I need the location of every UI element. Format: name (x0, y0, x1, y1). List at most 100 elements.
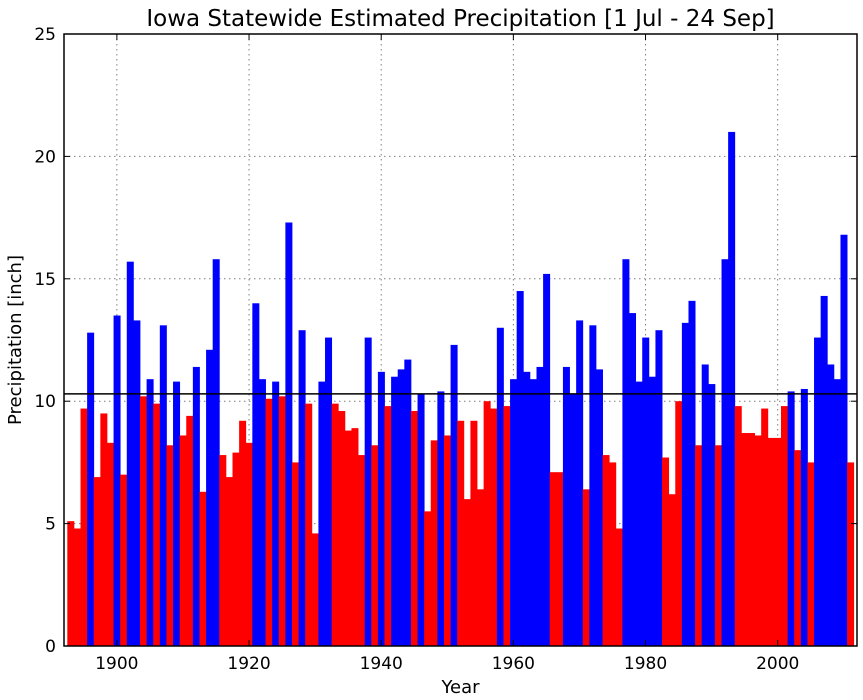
bar-2001 (781, 406, 789, 646)
plot-frame (63, 33, 858, 647)
bar-2011 (847, 462, 855, 646)
bar-1944 (404, 359, 412, 646)
bar-1897 (93, 477, 101, 646)
bar-1894 (73, 528, 81, 646)
x-tick-label: 1960 (492, 654, 535, 674)
bar-1929 (305, 403, 313, 646)
bar-1989 (701, 364, 709, 646)
bar-1946 (417, 393, 425, 646)
bar-1933 (331, 403, 339, 646)
bar-1952 (457, 420, 465, 646)
bar-1977 (622, 259, 630, 646)
bar-1960 (510, 379, 518, 646)
bar-1967 (556, 472, 564, 646)
bar-1938 (364, 337, 372, 646)
bar-1990 (708, 384, 716, 646)
bar-1903 (133, 320, 141, 646)
bar-2010 (840, 234, 848, 646)
bar-1983 (662, 457, 670, 646)
bar-1951 (450, 344, 458, 646)
bar-1954 (470, 420, 478, 646)
bar-1979 (635, 381, 643, 646)
bar-1953 (463, 499, 471, 646)
bar-1913 (199, 491, 207, 646)
bar-1931 (318, 381, 326, 646)
y-tick-label: 5 (45, 515, 56, 535)
bar-1988 (695, 445, 703, 646)
bar-2008 (827, 364, 835, 646)
bars (67, 131, 855, 647)
bar-1927 (291, 462, 299, 646)
bar-1935 (344, 430, 352, 646)
bar-1992 (721, 259, 729, 646)
bar-1916 (219, 455, 227, 646)
bar-2003 (794, 450, 802, 646)
bar-1912 (192, 366, 200, 646)
bar-1926 (285, 222, 293, 646)
bar-1957 (490, 408, 498, 646)
bar-1956 (483, 401, 491, 646)
bar-1924 (272, 381, 280, 646)
bar-1968 (562, 366, 570, 646)
bar-1939 (371, 445, 379, 646)
bar-1914 (206, 349, 214, 646)
bar-1906 (153, 403, 161, 646)
bar-1963 (529, 379, 537, 646)
bar-1905 (146, 379, 154, 646)
bar-1966 (549, 472, 557, 646)
bar-1930 (311, 533, 319, 646)
bar-1982 (655, 330, 663, 646)
bar-2000 (774, 437, 782, 646)
bar-1949 (437, 391, 445, 646)
bar-1970 (576, 320, 584, 646)
bar-1975 (609, 462, 617, 646)
y-axis-label: Precipitation [inch] (5, 255, 26, 425)
bar-1917 (225, 477, 233, 646)
bar-1997 (754, 435, 762, 646)
bar-1928 (298, 330, 306, 646)
bar-1999 (767, 437, 775, 646)
y-tick-label: 20 (34, 147, 56, 167)
bar-1915 (212, 259, 220, 646)
bar-1980 (642, 337, 650, 646)
bar-1940 (377, 371, 385, 646)
x-tick-label: 1980 (624, 654, 667, 674)
y-tick-label: 15 (34, 270, 56, 290)
bar-1959 (503, 406, 511, 646)
bar-1898 (100, 413, 108, 646)
bar-1900 (113, 315, 121, 646)
bar-1942 (391, 376, 399, 646)
bar-1993 (728, 131, 736, 647)
bar-1918 (232, 452, 240, 646)
ticks: 1900 1920 1940 1960 1980 2000 0 5 10 15 20 25 (34, 25, 857, 674)
bar-1907 (159, 325, 167, 646)
bar-2002 (787, 391, 795, 646)
bar-1919 (239, 420, 247, 646)
bar-1955 (477, 489, 485, 646)
y-tick-label: 0 (45, 637, 56, 657)
bar-1923 (265, 398, 273, 646)
bar-1991 (714, 445, 722, 646)
bar-1895 (80, 408, 88, 646)
bar-1932 (325, 337, 333, 646)
bar-1950 (443, 435, 451, 646)
bar-1899 (106, 442, 114, 646)
x-axis-label: Year (440, 677, 480, 698)
x-tick-label: 1900 (95, 654, 138, 674)
bar-1902 (126, 261, 134, 646)
bar-1964 (536, 366, 544, 646)
bar-1974 (602, 455, 610, 646)
bar-1921 (252, 303, 260, 646)
bar-1911 (186, 415, 194, 646)
bar-1984 (668, 494, 676, 646)
bar-1910 (179, 435, 187, 646)
bar-1948 (430, 440, 438, 646)
bar-1961 (516, 291, 524, 646)
bar-1904 (139, 396, 148, 646)
bar-1893 (67, 521, 75, 646)
x-tick-label: 1940 (360, 654, 403, 674)
chart-title: Iowa Statewide Estimated Precipitation [… (146, 6, 774, 32)
y-tick-label: 10 (34, 392, 56, 412)
bar-1985 (675, 401, 683, 646)
